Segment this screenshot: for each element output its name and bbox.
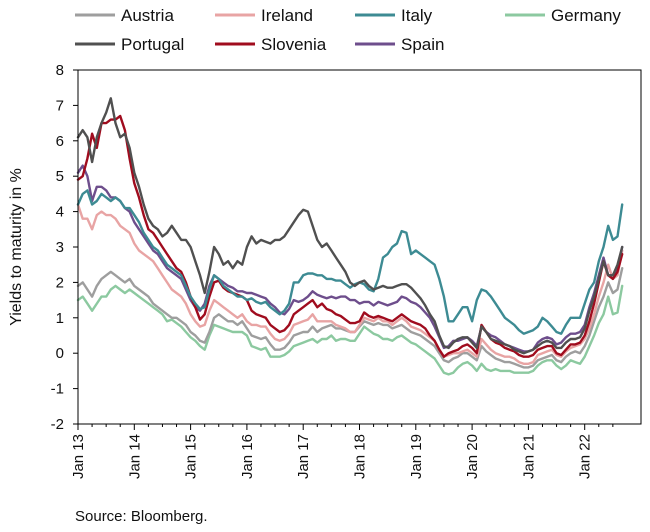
x-tick-label: Jan 15 xyxy=(183,434,200,479)
y-tick-label: 4 xyxy=(56,204,64,221)
y-tick-label: -1 xyxy=(51,381,64,398)
series-line-portugal xyxy=(76,97,624,355)
x-tick-label: Jan 16 xyxy=(239,434,256,479)
legend-label-austria: Austria xyxy=(121,6,174,25)
y-tick-label: 1 xyxy=(56,310,64,327)
legend-label-slovenia: Slovenia xyxy=(261,35,327,54)
x-tick-label: Jan 18 xyxy=(352,434,369,479)
x-tick-label: Jan 21 xyxy=(520,434,537,479)
y-axis-ticks: -2 -1 0 1 2 3 4 5 6 7 8 xyxy=(51,62,78,433)
series-line-germany xyxy=(76,284,624,376)
y-tick-label: 0 xyxy=(56,345,64,362)
y-tick-label: -2 xyxy=(51,416,64,433)
series-lines xyxy=(76,97,624,376)
series-line-italy xyxy=(76,189,624,335)
y-tick-label: 2 xyxy=(56,274,64,291)
series-line-slovenia xyxy=(76,114,624,358)
legend-label-portugal: Portugal xyxy=(121,35,184,54)
plot-frame xyxy=(77,69,642,425)
x-tick-label: Jan 13 xyxy=(70,434,87,479)
legend-label-spain: Spain xyxy=(401,35,444,54)
x-tick-label: Jan 19 xyxy=(408,434,425,479)
x-tick-label: Jan 22 xyxy=(577,434,594,479)
x-axis-ticks: Jan 13 Jan 14 Jan 15 Jan 16 Jan 17 Jan 18 Jan … xyxy=(70,424,614,479)
legend-label-germany: Germany xyxy=(551,6,621,25)
y-axis-title-group: Yields to maturity in % xyxy=(8,168,25,326)
legend: Austria Ireland Italy Germany Portugal Sloven… xyxy=(75,6,621,54)
x-tick-label: Jan 17 xyxy=(295,434,312,479)
x-tick-label: Jan 14 xyxy=(126,434,143,479)
legend-label-italy: Italy xyxy=(401,6,433,25)
y-tick-label: 5 xyxy=(56,168,64,185)
y-tick-label: 8 xyxy=(56,62,64,79)
yield-chart: Austria Ireland Italy Germany Portugal Sloven… xyxy=(8,6,642,479)
source-note: Source: Bloomberg. xyxy=(75,508,208,525)
x-tick-label: Jan 20 xyxy=(464,434,481,479)
y-tick-label: 3 xyxy=(56,239,64,256)
y-tick-label: 6 xyxy=(56,133,64,150)
legend-label-ireland: Ireland xyxy=(261,6,313,25)
y-tick-label: 7 xyxy=(56,97,64,114)
series-line-ireland xyxy=(76,203,624,365)
y-axis-title: Yields to maturity in % xyxy=(8,168,25,326)
